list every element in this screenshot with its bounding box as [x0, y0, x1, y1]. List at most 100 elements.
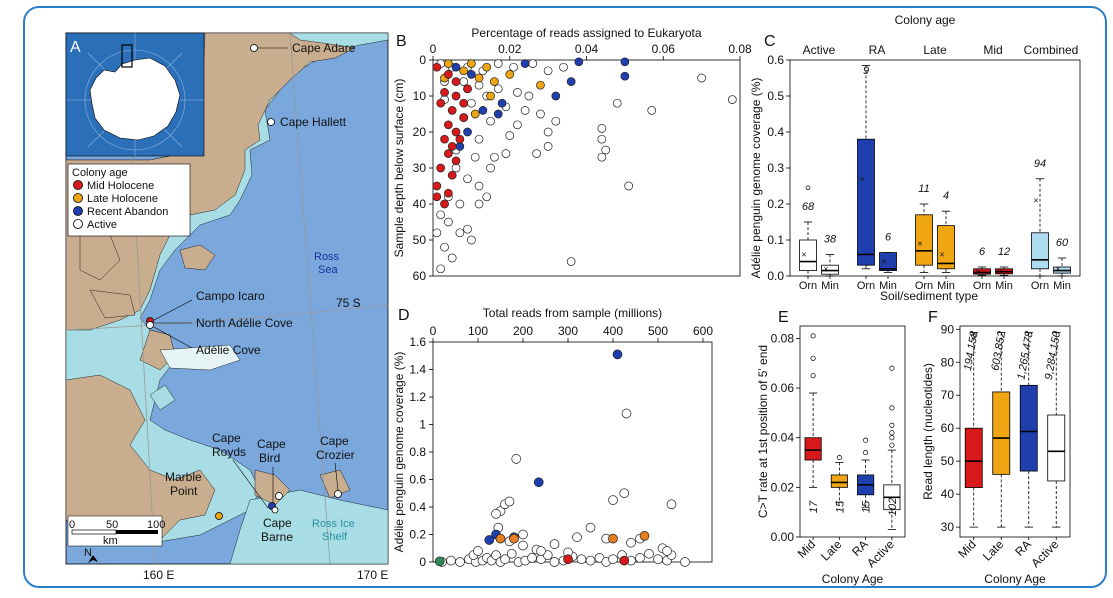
mean-marker: ×	[917, 239, 922, 249]
label-cape-bird-2: Bird	[259, 451, 280, 465]
box	[857, 138, 875, 266]
data-point	[444, 188, 453, 198]
data-point	[585, 522, 596, 533]
data-point	[532, 149, 541, 158]
data-point	[467, 98, 476, 108]
data-point	[697, 73, 706, 83]
x-tick-label: 400	[603, 324, 623, 338]
data-point	[727, 95, 737, 104]
panel-c-letter: C	[764, 33, 776, 50]
data-point	[585, 555, 596, 566]
data-point	[432, 192, 442, 202]
data-point	[518, 529, 528, 540]
label-lat-75: 75 S	[336, 296, 361, 310]
sub-label: Orn	[1031, 280, 1049, 292]
data-point	[497, 98, 507, 108]
group-label: RA	[869, 43, 886, 57]
y-axis-label: C>T rate at 1st position of 5' end	[756, 345, 770, 518]
data-point	[474, 181, 484, 191]
scale-label-100: 100	[147, 519, 165, 531]
data-point	[440, 88, 449, 97]
sub-label: Min	[879, 280, 897, 292]
box	[799, 239, 817, 272]
mean-marker: ×	[801, 249, 806, 259]
y-tick-label: 0.06	[771, 381, 795, 395]
legend-marker	[73, 219, 83, 229]
y-tick-label: 0.08	[771, 331, 795, 345]
data-point	[434, 556, 445, 567]
data-point	[608, 554, 618, 565]
y-axis-label: Adélie penguin genome coverage (%)	[749, 78, 763, 279]
data-point	[451, 156, 461, 166]
data-point	[436, 264, 446, 274]
marker-cape-hallett	[267, 118, 275, 126]
data-point	[440, 242, 449, 252]
data-point	[474, 80, 484, 90]
data-point	[436, 163, 446, 173]
chart-c-genome-coverage-box: 0.0 0.1 0.2 0.3 0.4 0.5 0.6 Colony age Adélie pe…	[749, 13, 1081, 303]
data-point	[624, 181, 634, 191]
data-point	[491, 509, 501, 519]
sub-label: Min	[1053, 280, 1071, 292]
outlier	[863, 450, 869, 456]
data-point	[482, 62, 492, 72]
plot-frame	[432, 59, 741, 277]
x-tick-label: 300	[558, 324, 578, 338]
sample-count: 1,265,478	[1015, 330, 1035, 381]
sample-count: 15	[834, 500, 846, 513]
data-point	[597, 124, 607, 133]
antarctica-outline	[89, 57, 181, 141]
sample-count: 4	[943, 190, 949, 202]
data-point	[647, 106, 657, 115]
sub-label: Min	[821, 280, 839, 292]
sample-count: 194,158	[962, 330, 981, 372]
data-point	[444, 149, 453, 158]
y-tick-label: 0.6	[767, 53, 784, 67]
y-tick-label: 90	[941, 322, 955, 336]
data-point	[486, 163, 495, 173]
scale-unit: km	[103, 535, 118, 547]
data-point	[470, 152, 480, 162]
data-point	[455, 557, 465, 567]
data-point	[559, 62, 568, 72]
label-lon-160: 160 E	[143, 568, 174, 582]
data-point	[551, 91, 561, 101]
x-axis-label: Soil/sediment type	[880, 289, 978, 303]
sub-label: Orn	[857, 280, 875, 292]
data-point	[524, 91, 534, 101]
y-axis-label: Read length (nucleotides)	[921, 363, 935, 500]
x-tick-label: 0.06	[652, 42, 676, 56]
chart-title: Colony age	[895, 13, 956, 27]
data-point	[447, 253, 457, 263]
panel-b-letter: B	[396, 33, 407, 50]
data-point	[597, 152, 607, 162]
sample-count: 60	[1056, 237, 1069, 249]
sample-count: 15	[861, 500, 873, 513]
data-point	[447, 170, 457, 180]
label-cape-crozier-2: Crozier	[316, 448, 355, 462]
data-point	[620, 57, 630, 67]
chart-f-read-length-box: 30 40 50 60 70 80 90 Read length (nucleotides) C…	[921, 322, 1071, 586]
sample-count: 68	[802, 201, 815, 213]
category-label: Mid	[795, 537, 819, 561]
box	[992, 391, 1011, 475]
legend-marker	[73, 206, 83, 216]
y-tick-label: 1	[419, 418, 426, 432]
data-point	[543, 66, 553, 76]
data-point	[504, 496, 515, 507]
y-tick-label: 0.2	[409, 528, 426, 542]
mean-marker: ×	[1033, 195, 1038, 205]
data-point	[451, 62, 461, 72]
data-point	[486, 91, 495, 101]
y-tick-label: 0.00	[771, 530, 795, 544]
y-tick-label: 50	[941, 454, 955, 468]
x-tick-label: 200	[513, 324, 533, 338]
y-tick-label: 0.04	[771, 431, 795, 445]
data-point	[543, 127, 553, 137]
data-point	[436, 98, 446, 108]
y-tick-label: 10	[413, 89, 427, 103]
data-point	[495, 533, 506, 544]
data-point	[436, 210, 446, 220]
data-point	[474, 73, 484, 83]
